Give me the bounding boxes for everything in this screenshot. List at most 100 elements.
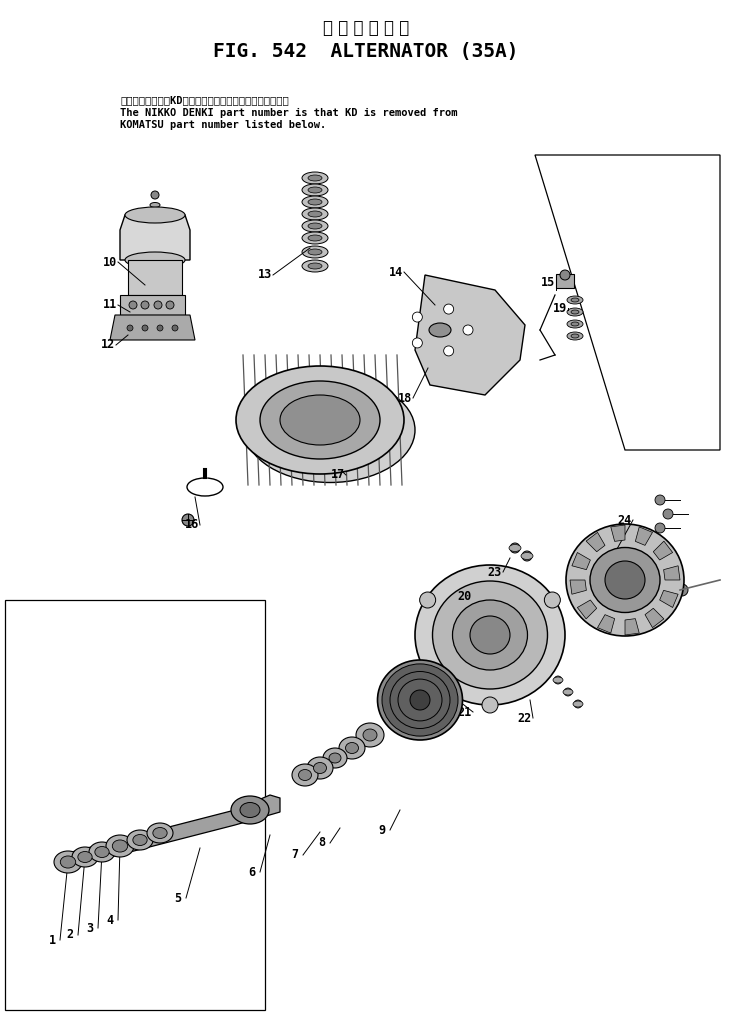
Text: 4: 4 <box>106 913 113 927</box>
Ellipse shape <box>302 246 328 258</box>
Text: 13: 13 <box>258 268 272 281</box>
Circle shape <box>564 688 572 696</box>
Ellipse shape <box>308 187 322 193</box>
Polygon shape <box>120 215 190 260</box>
Polygon shape <box>120 295 185 315</box>
Ellipse shape <box>398 679 442 721</box>
Ellipse shape <box>125 207 185 223</box>
Polygon shape <box>110 315 195 340</box>
Circle shape <box>522 551 532 561</box>
Circle shape <box>560 270 570 280</box>
Text: 8: 8 <box>318 836 326 849</box>
Circle shape <box>154 301 162 309</box>
Text: 19: 19 <box>553 302 567 315</box>
Circle shape <box>166 301 174 309</box>
Ellipse shape <box>571 334 579 338</box>
Ellipse shape <box>236 366 404 474</box>
Text: 15: 15 <box>541 275 555 289</box>
Ellipse shape <box>571 310 579 314</box>
Ellipse shape <box>567 332 583 340</box>
Polygon shape <box>625 619 639 635</box>
Ellipse shape <box>390 672 450 728</box>
Ellipse shape <box>89 842 115 862</box>
Ellipse shape <box>308 199 322 205</box>
Text: 24: 24 <box>618 513 632 526</box>
Circle shape <box>655 523 665 533</box>
Ellipse shape <box>485 292 495 298</box>
Text: 2: 2 <box>67 929 73 942</box>
Circle shape <box>663 509 673 519</box>
Ellipse shape <box>54 851 82 873</box>
Circle shape <box>496 301 504 309</box>
Polygon shape <box>660 590 678 608</box>
Ellipse shape <box>346 743 359 754</box>
Ellipse shape <box>605 561 645 599</box>
Ellipse shape <box>308 235 322 241</box>
Ellipse shape <box>299 769 312 780</box>
Ellipse shape <box>567 296 583 304</box>
Ellipse shape <box>503 315 513 321</box>
Ellipse shape <box>313 762 326 773</box>
Ellipse shape <box>308 223 322 229</box>
Polygon shape <box>586 532 605 552</box>
Circle shape <box>444 345 454 356</box>
Ellipse shape <box>415 565 565 705</box>
Ellipse shape <box>260 381 380 459</box>
Ellipse shape <box>302 260 328 272</box>
Ellipse shape <box>382 663 458 737</box>
Ellipse shape <box>280 395 360 445</box>
Ellipse shape <box>150 202 160 207</box>
Ellipse shape <box>302 220 328 232</box>
Ellipse shape <box>495 302 505 308</box>
Ellipse shape <box>125 252 185 268</box>
Polygon shape <box>415 275 525 395</box>
Ellipse shape <box>106 835 134 858</box>
Text: 品番のメーカ記号KDを除いたものが日興電機の品番です。: 品番のメーカ記号KDを除いたものが日興電機の品番です。 <box>120 96 288 105</box>
Ellipse shape <box>323 748 347 768</box>
Ellipse shape <box>470 616 510 654</box>
Ellipse shape <box>566 524 684 636</box>
Ellipse shape <box>231 796 269 824</box>
Polygon shape <box>635 527 652 546</box>
Ellipse shape <box>95 846 109 858</box>
Circle shape <box>574 700 582 708</box>
Circle shape <box>142 325 148 331</box>
Ellipse shape <box>302 232 328 244</box>
Circle shape <box>443 590 453 600</box>
Ellipse shape <box>573 701 583 707</box>
Text: 6: 6 <box>248 866 255 879</box>
Ellipse shape <box>127 830 153 850</box>
Ellipse shape <box>308 211 322 217</box>
Circle shape <box>676 584 688 596</box>
Polygon shape <box>653 542 673 560</box>
Ellipse shape <box>567 320 583 328</box>
Text: 7: 7 <box>291 848 299 862</box>
Ellipse shape <box>378 660 463 740</box>
Polygon shape <box>60 795 280 870</box>
Text: KOMATSU part number listed below.: KOMATSU part number listed below. <box>120 120 326 130</box>
Text: 20: 20 <box>458 589 472 602</box>
Polygon shape <box>597 615 615 633</box>
Text: 5: 5 <box>174 891 182 904</box>
Ellipse shape <box>433 581 548 689</box>
Ellipse shape <box>571 322 579 326</box>
Text: 23: 23 <box>488 566 502 578</box>
Text: 17: 17 <box>331 468 345 482</box>
Circle shape <box>655 495 665 505</box>
Text: 1: 1 <box>48 934 56 947</box>
Circle shape <box>141 301 149 309</box>
Circle shape <box>419 592 436 608</box>
Text: 3: 3 <box>86 922 94 935</box>
Circle shape <box>412 338 422 347</box>
Circle shape <box>151 191 159 199</box>
Ellipse shape <box>153 827 167 838</box>
Circle shape <box>510 543 520 553</box>
Ellipse shape <box>363 729 377 741</box>
Ellipse shape <box>147 823 173 843</box>
Ellipse shape <box>429 323 451 337</box>
Circle shape <box>545 592 561 608</box>
Polygon shape <box>578 600 597 619</box>
Ellipse shape <box>452 599 464 607</box>
Ellipse shape <box>302 184 328 196</box>
Ellipse shape <box>563 689 573 695</box>
